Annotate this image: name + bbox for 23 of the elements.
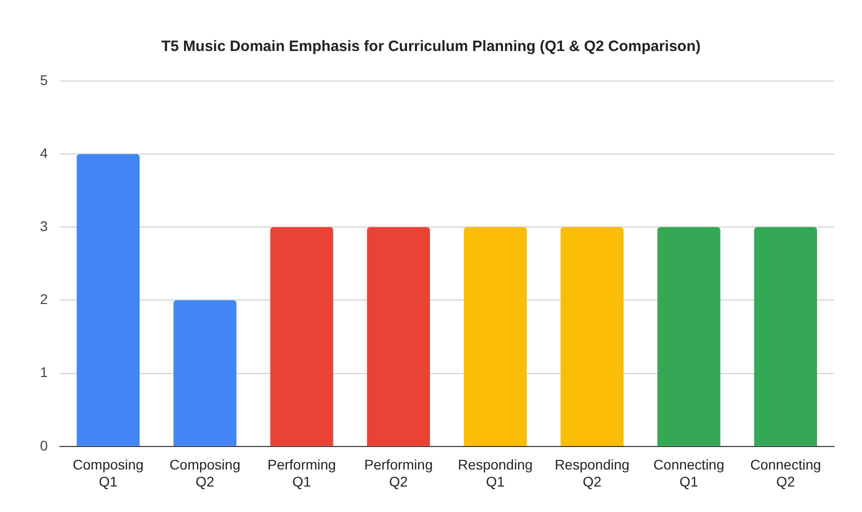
bar (367, 227, 430, 446)
chart-title: T5 Music Domain Emphasis for Curriculum Planning (Q1 & Q2 Comparison) (161, 38, 701, 56)
x-tick-label: Responding Q2 (554, 456, 630, 490)
y-tick-label: 5 (40, 72, 48, 88)
bar (76, 154, 140, 446)
x-tick-label: Performing Q1 (267, 456, 336, 490)
bar (464, 227, 527, 446)
bar (560, 227, 624, 446)
bar (754, 227, 818, 446)
x-tick-label: Connecting Q2 (750, 456, 822, 490)
y-tick-label: 4 (40, 144, 48, 161)
x-tick-label: Performing Q2 (364, 456, 433, 490)
bar (174, 300, 236, 446)
x-tick-label: Composing Q1 (72, 456, 144, 490)
y-tick-label: 3 (40, 218, 48, 234)
bar (270, 227, 334, 446)
bar (657, 227, 720, 446)
y-tick-label: 1 (40, 364, 48, 380)
y-tick-label: 0 (40, 437, 48, 454)
x-tick-label: Connecting Q1 (653, 456, 724, 490)
x-tick-label: Composing Q2 (170, 456, 240, 490)
x-tick-label: Responding Q1 (458, 456, 533, 490)
y-tick-label: 2 (40, 291, 48, 308)
